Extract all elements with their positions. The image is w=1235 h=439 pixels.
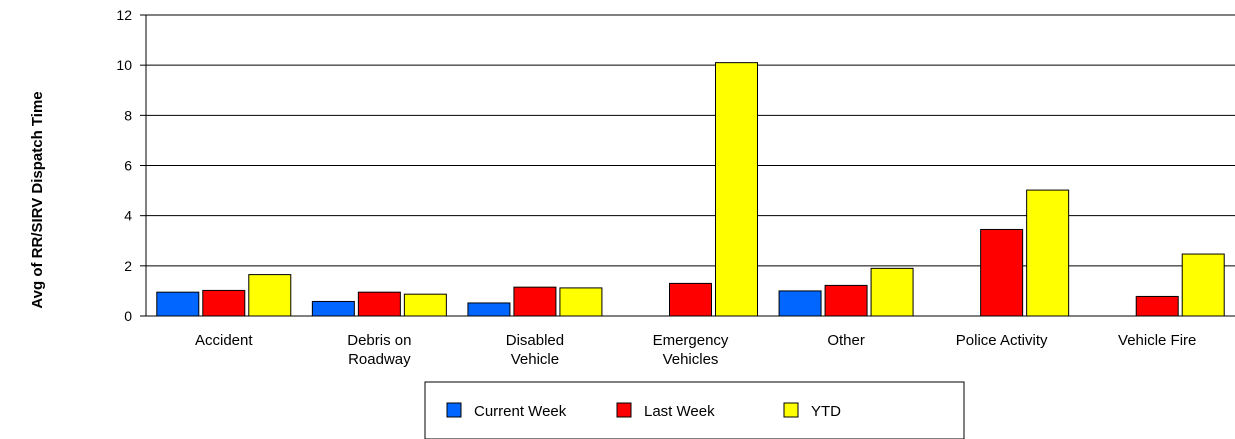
bar-ytd bbox=[870, 267, 914, 317]
bar-last-week bbox=[980, 228, 1024, 317]
bar-current-week bbox=[311, 300, 355, 317]
category-label: Disabled bbox=[506, 332, 564, 349]
category-labels: Accident Debris on Roadway Disabled Vehicle E… bbox=[195, 332, 1196, 368]
bar-current-week bbox=[778, 290, 822, 317]
bar-last-week bbox=[669, 282, 712, 317]
axes bbox=[140, 14, 1235, 317]
y-tick-label: 0 bbox=[124, 308, 132, 324]
bar-current-week bbox=[156, 291, 200, 317]
bars bbox=[156, 62, 1225, 317]
category-label: Police Activity bbox=[956, 332, 1048, 349]
bar-ytd bbox=[248, 274, 292, 317]
bar-last-week bbox=[513, 286, 557, 317]
y-tick-label: 8 bbox=[124, 107, 132, 123]
gridlines bbox=[146, 14, 1235, 267]
legend-swatch-ytd bbox=[783, 402, 799, 418]
y-axis-label: Avg of RR/SIRV Dispatch Time bbox=[29, 91, 46, 308]
y-tick-label: 10 bbox=[116, 57, 132, 73]
category-label: Emergency bbox=[653, 332, 729, 349]
legend-swatch-current-week bbox=[446, 402, 462, 418]
bar-last-week bbox=[1135, 295, 1179, 317]
legend-label: YTD bbox=[811, 403, 841, 420]
bar-last-week bbox=[824, 284, 868, 317]
legend-label: Current Week bbox=[474, 403, 567, 420]
bar-ytd bbox=[403, 293, 447, 317]
y-tick-label: 2 bbox=[124, 258, 132, 274]
category-label: Vehicle Fire bbox=[1118, 332, 1196, 349]
category-label: Accident bbox=[195, 332, 253, 349]
category-label: Vehicles bbox=[663, 351, 719, 368]
legend-box bbox=[424, 381, 965, 439]
bar-ytd bbox=[559, 287, 603, 317]
y-tick-label: 12 bbox=[116, 7, 132, 23]
category-label: Other bbox=[827, 332, 865, 349]
legend-label: Last Week bbox=[644, 403, 715, 420]
bar-current-week bbox=[467, 302, 511, 317]
category-label: Debris on bbox=[347, 332, 411, 349]
bar-ytd bbox=[715, 62, 758, 317]
legend: Current Week Last Week YTD bbox=[424, 381, 965, 439]
y-tick-label: 4 bbox=[124, 208, 132, 224]
bar-last-week bbox=[357, 291, 401, 317]
category-label: Roadway bbox=[348, 351, 411, 368]
y-tick-labels: 0 2 4 6 8 10 12 bbox=[116, 7, 132, 324]
y-tick-label: 6 bbox=[124, 158, 132, 174]
bar-last-week bbox=[202, 289, 246, 317]
category-label: Vehicle bbox=[511, 351, 559, 368]
legend-swatch-last-week bbox=[616, 402, 632, 418]
bar-ytd bbox=[1181, 253, 1225, 317]
bar-ytd bbox=[1026, 189, 1070, 317]
